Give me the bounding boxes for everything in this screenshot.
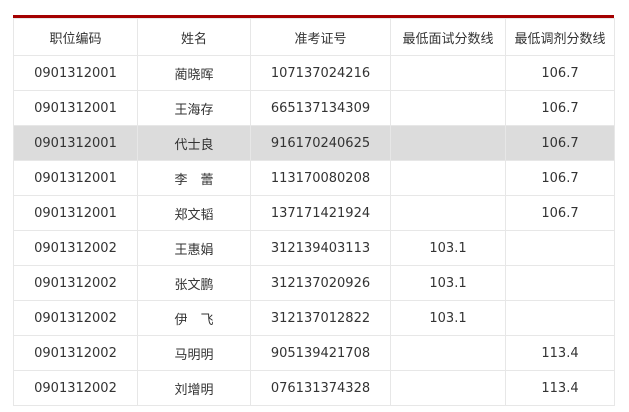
cell-ticket-number: 113170080208 — [250, 160, 391, 196]
col-header-min-adjust-score: 最低调剂分数线 — [505, 18, 615, 56]
table-row: 0901312002 马明明 905139421708 113.4 — [13, 335, 615, 371]
cell-min-adjust-score: 106.7 — [505, 195, 615, 231]
cell-position-code: 0901312001 — [13, 90, 138, 126]
cell-min-interview-score — [390, 55, 506, 91]
cell-min-interview-score — [390, 125, 506, 161]
cell-name: 王惠娟 — [137, 230, 251, 266]
cell-position-code: 0901312002 — [13, 265, 138, 301]
cell-position-code: 0901312002 — [13, 335, 138, 371]
cell-name: 马明明 — [137, 335, 251, 371]
col-header-min-interview-score: 最低面试分数线 — [390, 18, 506, 56]
cell-min-adjust-score: 106.7 — [505, 125, 615, 161]
cell-position-code: 0901312001 — [13, 55, 138, 91]
cell-ticket-number: 312137012822 — [250, 300, 391, 336]
score-grid: 职位编码 姓名 准考证号 最低面试分数线 最低调剂分数线 0901312001 … — [13, 18, 615, 406]
score-table: 职位编码 姓名 准考证号 最低面试分数线 最低调剂分数线 0901312001 … — [13, 15, 615, 406]
cell-ticket-number: 137171421924 — [250, 195, 391, 231]
cell-position-code: 0901312001 — [13, 195, 138, 231]
cell-min-adjust-score: 113.4 — [505, 370, 615, 406]
header-row: 职位编码 姓名 准考证号 最低面试分数线 最低调剂分数线 — [13, 18, 615, 56]
cell-min-adjust-score: 113.4 — [505, 335, 615, 371]
table-row: 0901312002 张文鹏 312137020926 103.1 — [13, 265, 615, 301]
cell-position-code: 0901312001 — [13, 160, 138, 196]
table-header: 职位编码 姓名 准考证号 最低面试分数线 最低调剂分数线 — [13, 18, 615, 56]
table-row: 0901312001 郑文韬 137171421924 106.7 — [13, 195, 615, 231]
table-row: 0901312002 刘增明 076131374328 113.4 — [13, 370, 615, 406]
cell-ticket-number: 076131374328 — [250, 370, 391, 406]
cell-name: 伊 飞 — [137, 300, 251, 336]
cell-min-interview-score — [390, 195, 506, 231]
cell-min-adjust-score — [505, 300, 615, 336]
cell-min-adjust-score: 106.7 — [505, 55, 615, 91]
cell-min-interview-score: 103.1 — [390, 300, 506, 336]
cell-min-adjust-score — [505, 265, 615, 301]
cell-position-code: 0901312002 — [13, 300, 138, 336]
cell-name: 李 蕾 — [137, 160, 251, 196]
table-body: 0901312001 蔺晓晖 107137024216 106.7 090131… — [13, 55, 615, 406]
table-top-accent-bar — [13, 15, 614, 18]
col-header-position-code: 职位编码 — [13, 18, 138, 56]
cell-position-code: 0901312002 — [13, 370, 138, 406]
cell-name: 郑文韬 — [137, 195, 251, 231]
cell-min-interview-score — [390, 160, 506, 196]
cell-position-code: 0901312001 — [13, 125, 138, 161]
cell-min-adjust-score: 106.7 — [505, 160, 615, 196]
cell-min-interview-score: 103.1 — [390, 230, 506, 266]
cell-name: 刘增明 — [137, 370, 251, 406]
col-header-ticket-number: 准考证号 — [250, 18, 391, 56]
cell-ticket-number: 665137134309 — [250, 90, 391, 126]
cell-min-interview-score — [390, 90, 506, 126]
cell-ticket-number: 312139403113 — [250, 230, 391, 266]
cell-min-interview-score — [390, 370, 506, 406]
table-row: 0901312001 王海存 665137134309 106.7 — [13, 90, 615, 126]
cell-name: 张文鹏 — [137, 265, 251, 301]
cell-ticket-number: 312137020926 — [250, 265, 391, 301]
cell-min-adjust-score — [505, 230, 615, 266]
cell-min-interview-score — [390, 335, 506, 371]
table-row: 0901312002 伊 飞 312137012822 103.1 — [13, 300, 615, 336]
col-header-name: 姓名 — [137, 18, 251, 56]
table-row: 0901312001 蔺晓晖 107137024216 106.7 — [13, 55, 615, 91]
cell-name: 王海存 — [137, 90, 251, 126]
table-row: 0901312002 王惠娟 312139403113 103.1 — [13, 230, 615, 266]
cell-min-interview-score: 103.1 — [390, 265, 506, 301]
cell-name: 蔺晓晖 — [137, 55, 251, 91]
cell-ticket-number: 916170240625 — [250, 125, 391, 161]
cell-name: 代士良 — [137, 125, 251, 161]
table-row: 0901312001 李 蕾 113170080208 106.7 — [13, 160, 615, 196]
table-row: 0901312001 代士良 916170240625 106.7 — [13, 125, 615, 161]
cell-ticket-number: 107137024216 — [250, 55, 391, 91]
cell-min-adjust-score: 106.7 — [505, 90, 615, 126]
cell-ticket-number: 905139421708 — [250, 335, 391, 371]
cell-position-code: 0901312002 — [13, 230, 138, 266]
